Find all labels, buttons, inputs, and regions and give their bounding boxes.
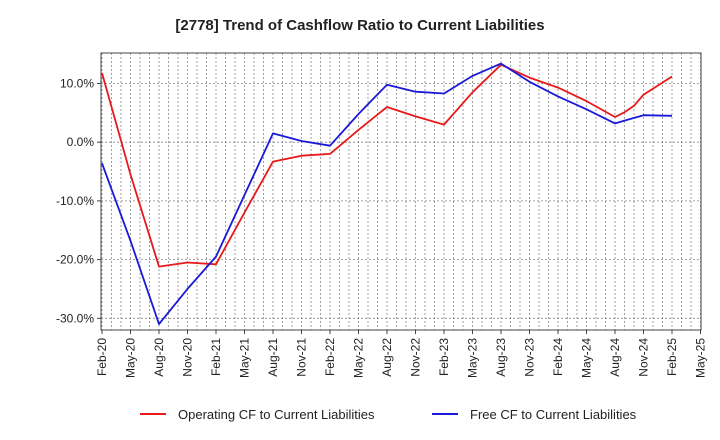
x-axis: Feb-20 May-20 Aug-20 Nov-20 Feb-21 May-21 Aug-…	[95, 330, 708, 378]
x-tick-label: Nov-24	[637, 338, 651, 377]
y-tick-label: -10.0%	[56, 194, 94, 208]
x-tick-label: May-25	[694, 338, 708, 378]
y-axis: 10.0% 0.0% -10.0% -20.0% -30.0%	[56, 77, 101, 325]
x-tick-label: May-23	[466, 338, 480, 378]
x-tick-label: Aug-21	[266, 338, 280, 377]
x-tick-label: Nov-20	[181, 338, 195, 377]
y-tick-label: -30.0%	[56, 311, 94, 325]
y-tick-label: 0.0%	[67, 135, 95, 149]
x-tick-label: Aug-23	[494, 338, 508, 377]
x-tick-label: Nov-22	[409, 338, 423, 377]
x-tick-label: Feb-22	[323, 338, 337, 376]
x-tick-label: Feb-24	[551, 338, 565, 376]
gridlines	[101, 53, 701, 330]
x-tick-label: May-24	[580, 338, 594, 378]
free-cf-line	[101, 62, 673, 326]
x-tick-label: Feb-23	[437, 338, 451, 376]
x-tick-label: Aug-24	[608, 338, 622, 377]
y-tick-label: -20.0%	[56, 253, 94, 267]
x-tick-label: Aug-22	[380, 338, 394, 377]
x-tick-label: Feb-20	[95, 338, 109, 376]
legend: Operating CF to Current Liabilities Free …	[140, 407, 637, 422]
x-tick-label: May-22	[352, 338, 366, 378]
plot-frame	[100, 52, 702, 331]
x-tick-label: May-20	[124, 338, 138, 378]
y-tick-label: 10.0%	[60, 77, 94, 91]
operating-cf-line	[101, 63, 673, 268]
chart-title: [2778] Trend of Cashflow Ratio to Curren…	[175, 17, 544, 34]
x-tick-label: Aug-20	[152, 338, 166, 377]
x-tick-label: Nov-23	[523, 338, 537, 377]
x-tick-label: Nov-21	[295, 338, 309, 377]
legend-label: Free CF to Current Liabilities	[470, 407, 637, 422]
x-tick-label: May-21	[238, 338, 252, 378]
x-tick-label: Feb-25	[665, 338, 679, 376]
x-tick-label: Feb-21	[209, 338, 223, 376]
series-lines	[101, 62, 673, 326]
legend-label: Operating CF to Current Liabilities	[178, 407, 375, 422]
